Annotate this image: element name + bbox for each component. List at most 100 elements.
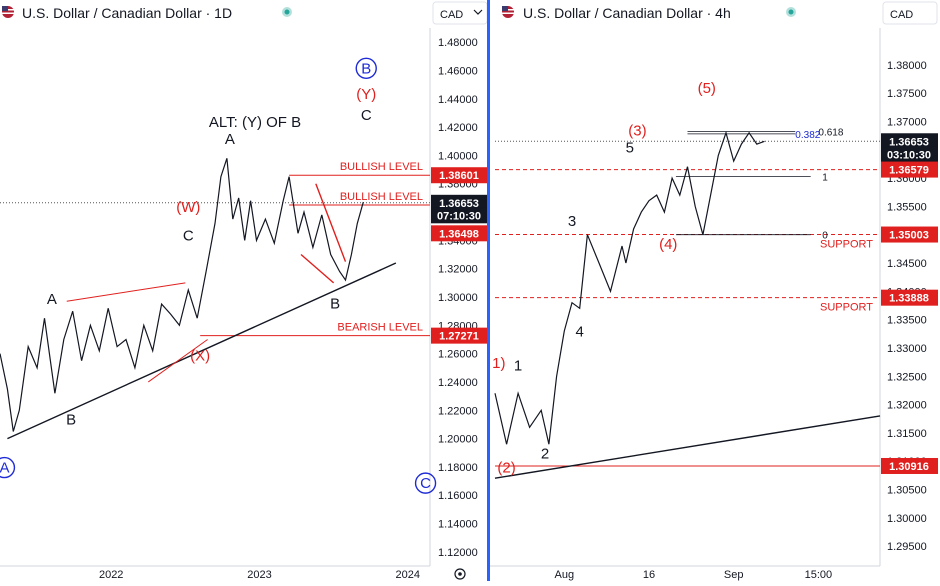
price-series: [0, 158, 364, 432]
price-tag-label: 1.36653: [439, 198, 479, 210]
time-tick-label: 16: [643, 569, 655, 581]
price-tick-label: 1.31500: [887, 428, 927, 440]
wave-label: C: [420, 475, 431, 492]
price-tick-label: 1.32000: [438, 264, 478, 276]
price-tick-label: 1.34500: [887, 258, 927, 270]
status-dot: [788, 9, 794, 15]
wave-circle: [414, 472, 437, 494]
right-title: U.S. Dollar / Canadian Dollar · 4h: [523, 5, 731, 21]
price-tick-label: 1.44000: [438, 94, 478, 106]
wave-label: C: [361, 107, 372, 124]
svg-text:CAD: CAD: [890, 9, 913, 21]
price-tick-label: 1.46000: [438, 65, 478, 77]
price-tick-label: 1.22000: [438, 405, 478, 417]
wave-label: (3): [628, 123, 646, 140]
price-tag-label: 03:10:30: [887, 149, 931, 161]
svg-text:CAD: CAD: [440, 9, 463, 21]
price-tick-label: 1.12000: [438, 547, 478, 559]
price-tag: [881, 161, 938, 178]
time-tick-label: Aug: [555, 569, 575, 581]
fib-label: 0: [822, 231, 828, 242]
price-tick-label: 1.26000: [438, 349, 478, 361]
price-tick-label: 1.14000: [438, 519, 478, 531]
wave-circle: [355, 57, 377, 80]
price-tag-label: 1.36498: [439, 228, 479, 240]
price-tag: [431, 225, 487, 242]
us-flag-icon: [502, 6, 514, 18]
wave-label: 1: [514, 358, 522, 375]
wave-label: B: [66, 411, 76, 428]
right-header: U.S. Dollar / Canadian Dollar · 4h CAD: [502, 1, 938, 25]
wave-label: (Y): [356, 86, 376, 103]
wave-label: A: [0, 460, 9, 477]
time-tick-label: 2023: [247, 569, 271, 581]
panel-divider[interactable]: [487, 0, 490, 581]
wave-label: (2): [497, 460, 515, 477]
price-tag-label: 1.36653: [889, 136, 929, 148]
gear-icon[interactable]: [454, 568, 466, 580]
price-tick-label: 1.30000: [438, 292, 478, 304]
right-chart: 1.380001.375001.370001.365001.360001.355…: [492, 60, 938, 581]
price-tick-label: 1.24000: [438, 377, 478, 389]
support-trendline: [7, 262, 397, 440]
left-title: U.S. Dollar / Canadian Dollar · 1D: [22, 5, 232, 21]
level-label: BULLISH LEVEL: [340, 161, 423, 173]
currency-button[interactable]: CAD: [882, 1, 938, 25]
support-trendline: [494, 415, 881, 479]
price-tag: [881, 133, 938, 150]
price-tick-label: 1.42000: [438, 122, 478, 134]
price-tick-label: 1.33000: [887, 343, 927, 355]
price-tag-label: 1.30916: [889, 461, 929, 473]
price-tag-label: 1.38601: [439, 170, 479, 182]
price-tick-label: 1.18000: [438, 462, 478, 474]
price-tick-label: 1.29500: [887, 541, 927, 553]
price-tag: [881, 457, 938, 474]
time-tick-label: Sep: [724, 569, 744, 581]
price-tick-label: 1.40000: [438, 150, 478, 162]
price-tag: [431, 194, 487, 211]
wedge-line: [315, 183, 347, 262]
wave-label: 4: [576, 324, 584, 341]
price-tick-label: 1.48000: [438, 37, 478, 49]
wave-label: (X): [190, 348, 210, 365]
price-tag: [881, 289, 938, 306]
currency-button[interactable]: CAD: [432, 1, 488, 25]
chevron-down-icon: [473, 9, 483, 15]
wave-label: 1): [492, 355, 505, 372]
wave-label: 3: [568, 213, 576, 230]
wedge-line: [300, 253, 335, 284]
price-tick-label: 1.30500: [887, 485, 927, 497]
price-tick-label: 1.37500: [887, 88, 927, 100]
price-tag: [431, 327, 487, 344]
wave-label: 2: [541, 445, 549, 462]
price-tick-label: 1.32500: [887, 371, 927, 383]
wave-label: B: [361, 60, 371, 77]
price-tick-label: 1.16000: [438, 490, 478, 502]
wave-label: (5): [698, 80, 716, 97]
wave-label: B: [330, 295, 340, 312]
wave-label: 5: [626, 140, 634, 157]
price-series: [494, 130, 765, 445]
price-tick-label: 1.35500: [887, 201, 927, 213]
wave-label: C: [183, 227, 194, 244]
wave-label: A: [225, 131, 235, 148]
price-tag-label: 1.35003: [889, 230, 929, 242]
price-tick-label: 1.20000: [438, 434, 478, 446]
channel-line: [66, 282, 186, 302]
left-header: U.S. Dollar / Canadian Dollar · 1D CAD: [2, 1, 488, 25]
fib-label: 1: [822, 172, 828, 183]
price-tick-label: 1.30000: [887, 513, 927, 525]
price-tag-label: 07:10:30: [437, 210, 481, 222]
wave-circle: [0, 456, 16, 479]
price-tag-label: 1.33888: [889, 293, 929, 305]
time-tick-label: 2024: [396, 569, 420, 581]
support-label: SUPPORT: [820, 239, 873, 251]
price-tick-label: 1.32000: [887, 400, 927, 412]
price-tag: [431, 167, 487, 184]
wave-label: A: [47, 291, 57, 308]
time-tick-label: 2022: [99, 569, 123, 581]
channel-line: [147, 339, 208, 383]
price-tag-label: 1.36579: [889, 165, 929, 177]
level-label: BEARISH LEVEL: [337, 322, 423, 334]
